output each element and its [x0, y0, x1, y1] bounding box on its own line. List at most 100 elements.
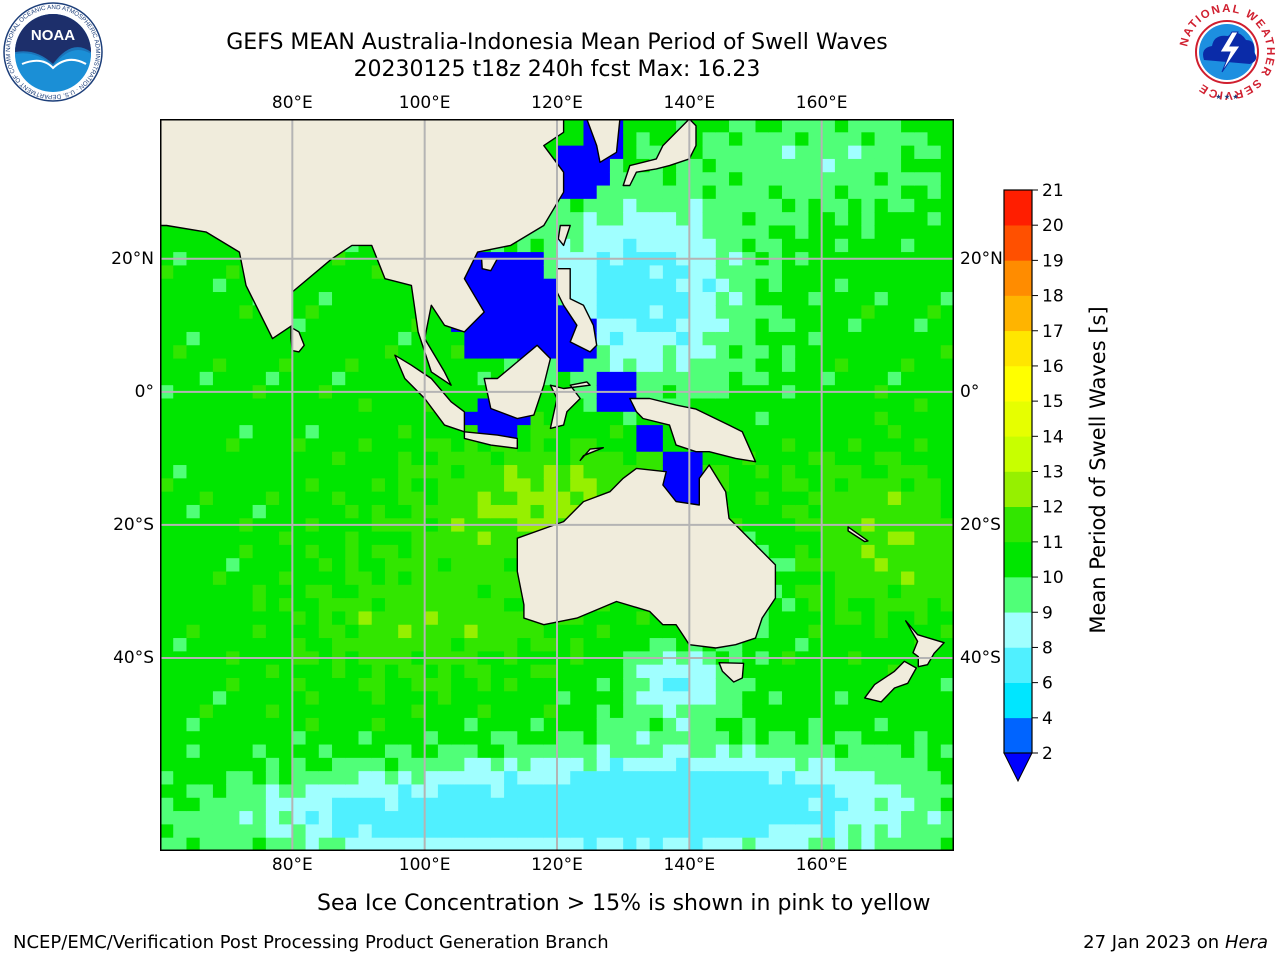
- field-cell: [768, 638, 783, 652]
- field-cell: [715, 265, 730, 280]
- field-cell: [186, 558, 201, 573]
- field-cell: [676, 225, 690, 240]
- field-cell: [384, 584, 399, 599]
- field-cell: [186, 491, 201, 506]
- field-cell: [689, 784, 704, 799]
- field-cell: [199, 411, 214, 426]
- field-cell: [609, 664, 624, 679]
- field-cell: [834, 478, 849, 493]
- field-cell: [768, 265, 783, 280]
- field-cell: [874, 664, 889, 679]
- field-cell: [861, 292, 876, 306]
- field-cell: [914, 478, 929, 493]
- field-cell: [398, 757, 413, 772]
- field-cell: [398, 425, 413, 440]
- lon-tick-label-top: 100°E: [398, 93, 451, 113]
- field-cell: [292, 318, 307, 333]
- field-cell: [834, 331, 849, 346]
- field-cell: [504, 611, 518, 626]
- field-cell: [901, 598, 915, 613]
- field-cell: [755, 504, 770, 519]
- lat-tick-label-left: 20°S: [113, 514, 154, 535]
- field-cell: [901, 425, 915, 440]
- field-cell: [384, 677, 399, 692]
- field-cell: [689, 797, 704, 812]
- field-cell: [292, 305, 307, 320]
- field-cell: [437, 624, 452, 639]
- field-cell: [332, 331, 346, 346]
- field-cell: [583, 198, 598, 213]
- field-cell: [583, 824, 598, 839]
- field-cell: [265, 571, 280, 586]
- field-cell: [477, 691, 492, 706]
- field-cell: [517, 677, 532, 692]
- field-cell: [199, 438, 214, 453]
- field-cell: [490, 811, 505, 825]
- field-cell: [212, 677, 227, 692]
- field-cell: [808, 278, 823, 293]
- field-cell: [596, 265, 611, 280]
- field-cell: [557, 358, 571, 373]
- field-cell: [517, 305, 532, 320]
- field-cell: [358, 744, 373, 759]
- field-cell: [570, 225, 585, 240]
- field-cell: [332, 797, 346, 812]
- field-cell: [874, 704, 889, 719]
- field-cell: [173, 837, 188, 851]
- field-cell: [570, 478, 585, 493]
- nz-north-island-landmass: [905, 620, 945, 668]
- field-cell: [318, 784, 333, 799]
- field-cell: [199, 757, 214, 772]
- field-cell: [795, 504, 810, 519]
- field-cell: [358, 731, 373, 746]
- field-cell: [742, 158, 757, 173]
- field-cell: [702, 132, 717, 147]
- field-cell: [371, 398, 386, 413]
- field-cell: [808, 358, 823, 373]
- field-cell: [768, 704, 783, 719]
- field-cell: [451, 784, 465, 799]
- field-cell: [742, 398, 757, 413]
- field-cell: [530, 811, 545, 825]
- field-cell: [477, 331, 492, 346]
- field-cell: [583, 145, 598, 160]
- field-cell: [557, 811, 571, 825]
- field-cell: [874, 731, 889, 746]
- field-cell: [557, 132, 571, 147]
- field-cell: [305, 318, 320, 333]
- field-cell: [384, 398, 399, 413]
- new-guinea-landmass: [629, 397, 757, 463]
- field-cell: [345, 478, 360, 493]
- field-cell: [226, 811, 240, 825]
- field-cell: [398, 305, 413, 320]
- field-cell: [808, 598, 823, 613]
- field-cell: [808, 531, 823, 546]
- field-cell: [649, 717, 664, 732]
- field-cell: [927, 771, 942, 786]
- field-cell: [173, 318, 188, 333]
- field-cell: [186, 358, 201, 373]
- field-cell: [186, 624, 201, 639]
- field-cell: [464, 558, 479, 573]
- field-cell: [292, 638, 307, 652]
- field-cell: [795, 305, 810, 320]
- field-cell: [940, 398, 954, 413]
- field-cell: [874, 531, 889, 546]
- field-cell: [318, 757, 333, 772]
- field-cell: [689, 837, 704, 851]
- field-cell: [332, 504, 346, 519]
- field-cell: [239, 664, 254, 679]
- field-cell: [636, 704, 651, 719]
- field-cell: [451, 451, 465, 466]
- field-cell: [265, 717, 280, 732]
- field-cell: [583, 212, 598, 227]
- field-cell: [332, 411, 346, 426]
- field-cell: [504, 491, 518, 506]
- field-cell: [927, 371, 942, 386]
- field-cell: [265, 824, 280, 839]
- field-cell: [808, 225, 823, 240]
- field-cell: [755, 132, 770, 147]
- field-cell: [649, 318, 664, 333]
- field-cell: [477, 278, 492, 293]
- field-cell: [371, 411, 386, 426]
